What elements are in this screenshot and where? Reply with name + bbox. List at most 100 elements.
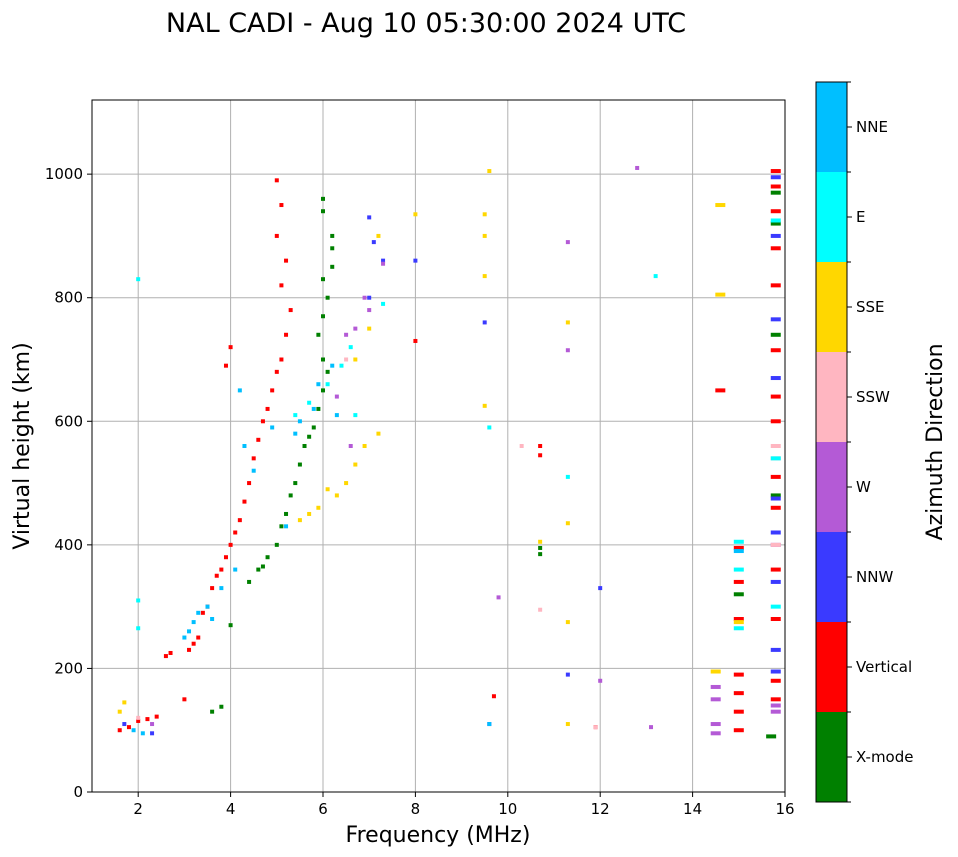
- y-tick-label: 800: [54, 289, 83, 307]
- data-point: [251, 468, 256, 473]
- plot-frame: [91, 99, 786, 793]
- data-point: [770, 317, 781, 322]
- colorbar-label: Azimuth Direction: [923, 343, 948, 540]
- data-point: [297, 419, 302, 424]
- data-point: [733, 567, 744, 572]
- data-point: [770, 175, 781, 180]
- colorbar-segment: [816, 442, 847, 532]
- data-point: [770, 703, 781, 708]
- data-point: [325, 382, 330, 387]
- data-point: [228, 345, 233, 350]
- data-point: [219, 704, 224, 709]
- data-point: [265, 406, 270, 411]
- data-point: [353, 326, 358, 331]
- colorbar-segment: [816, 622, 847, 712]
- y-axis-label: Virtual height (km): [10, 342, 35, 549]
- data-point: [233, 567, 238, 572]
- data-point: [770, 444, 781, 448]
- data-point: [344, 357, 349, 362]
- data-point: [237, 518, 242, 523]
- data-point: [653, 274, 658, 279]
- data-point: [770, 709, 781, 714]
- data-point: [136, 718, 141, 723]
- data-point: [330, 246, 335, 251]
- data-point: [482, 233, 487, 238]
- data-point: [519, 444, 524, 448]
- data-point: [565, 474, 570, 479]
- data-point: [274, 369, 279, 374]
- data-point: [316, 382, 321, 387]
- data-point: [339, 363, 344, 368]
- data-point: [297, 462, 302, 467]
- data-point: [491, 694, 496, 699]
- data-point: [733, 592, 744, 597]
- data-point: [348, 345, 353, 350]
- colorbar-category-label: W: [856, 478, 871, 496]
- data-point: [311, 406, 316, 411]
- data-point: [482, 274, 487, 279]
- data-point: [140, 731, 145, 736]
- data-point: [145, 717, 150, 722]
- data-point: [353, 462, 358, 467]
- data-point: [710, 697, 721, 702]
- data-point: [284, 524, 289, 529]
- data-point: [256, 567, 261, 572]
- series-x-mode: [210, 190, 781, 739]
- data-point: [593, 725, 598, 730]
- data-point: [150, 722, 155, 727]
- y-tick-label: 0: [73, 783, 83, 801]
- data-point: [733, 709, 744, 714]
- data-point: [168, 650, 173, 655]
- series-vertical: [117, 169, 781, 733]
- data-point: [565, 722, 570, 727]
- data-point: [733, 626, 744, 631]
- data-point: [770, 221, 781, 226]
- data-point: [270, 425, 275, 430]
- data-point: [321, 357, 325, 362]
- data-point: [376, 233, 381, 238]
- data-point: [710, 669, 721, 674]
- data-point: [770, 419, 781, 424]
- data-point: [260, 564, 265, 569]
- data-point: [770, 669, 781, 674]
- data-point: [325, 369, 330, 374]
- data-point: [316, 505, 321, 510]
- data-point: [284, 511, 289, 516]
- colorbar-segment: [816, 262, 847, 352]
- data-point: [733, 545, 744, 550]
- data-point: [154, 714, 159, 719]
- data-point: [353, 357, 358, 362]
- data-point: [228, 623, 233, 628]
- data-point: [413, 338, 418, 343]
- data-point: [496, 595, 501, 600]
- data-point: [136, 598, 141, 603]
- data-point: [288, 493, 293, 498]
- colorbar-segment: [816, 712, 847, 802]
- data-point: [348, 444, 353, 448]
- x-axis-label: Frequency (MHz): [346, 823, 531, 848]
- x-tick-label: 10: [498, 800, 517, 818]
- data-point: [598, 678, 603, 683]
- data-point: [334, 413, 339, 418]
- data-point: [284, 258, 289, 263]
- data-point: [205, 604, 210, 609]
- colorbar-frame: [815, 81, 848, 803]
- data-point: [307, 511, 312, 516]
- data-point: [381, 301, 386, 306]
- data-point: [334, 394, 339, 399]
- data-point: [307, 400, 312, 405]
- data-point: [150, 731, 155, 736]
- data-point: [279, 283, 284, 288]
- data-point: [210, 617, 215, 621]
- data-point: [770, 604, 781, 609]
- data-point: [200, 610, 205, 615]
- data-point: [260, 419, 265, 424]
- data-point: [187, 629, 192, 634]
- data-point: [715, 292, 726, 297]
- data-point: [538, 444, 543, 448]
- series-e: [136, 218, 781, 631]
- data-point: [733, 672, 744, 677]
- data-point: [187, 647, 192, 652]
- data-point: [307, 434, 312, 439]
- data-point: [770, 474, 781, 479]
